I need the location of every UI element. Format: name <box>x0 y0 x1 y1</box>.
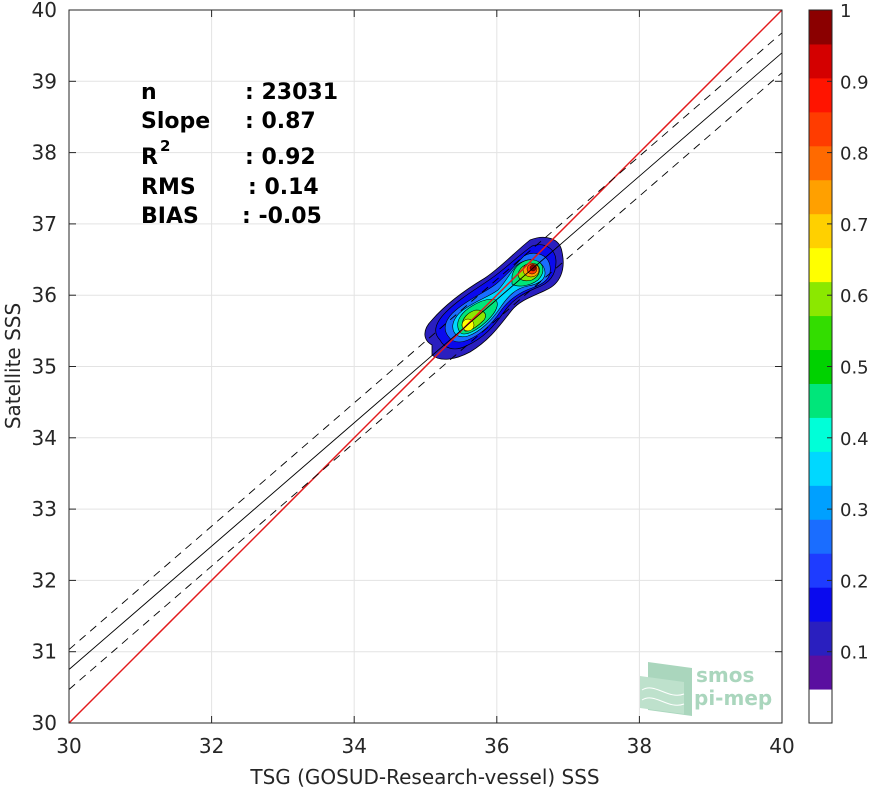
x-tick-label: 34 <box>341 734 366 758</box>
colorbar-tick-label: 0.8 <box>840 144 869 165</box>
x-axis-ticks: 30 32 34 36 38 40 <box>56 10 795 758</box>
y-tick-label: 32 <box>32 568 57 592</box>
identity-line <box>69 10 782 723</box>
colorbar-segment <box>809 655 832 690</box>
smos-pi-mep-logo: smos pi-mep <box>640 662 772 716</box>
stat-r2-label: R <box>141 145 158 170</box>
stat-rms-label: RMS <box>141 175 196 200</box>
y-tick-label: 31 <box>32 640 57 664</box>
stat-n-label: n <box>141 80 157 105</box>
y-tick-label: 33 <box>32 497 57 521</box>
stat-slope-value: : 0.87 <box>245 109 316 134</box>
colorbar-segment <box>809 689 832 724</box>
colorbar-segment <box>809 587 832 622</box>
y-tick-label: 34 <box>32 426 57 450</box>
y-axis-ticks: 30 31 32 33 34 35 36 37 38 39 40 <box>32 0 782 735</box>
colorbar-segment <box>809 111 832 147</box>
colorbar-tick-label: 0.3 <box>840 500 869 521</box>
y-tick-label: 30 <box>32 711 57 735</box>
stat-n-value: : 23031 <box>245 80 338 105</box>
stat-bias-label: BIAS <box>141 204 199 229</box>
y-tick-label: 38 <box>32 141 57 165</box>
y-axis-label: Satellite SSS <box>1 303 25 429</box>
colorbar-tick-label: 0.9 <box>840 72 869 93</box>
y-tick-label: 36 <box>32 283 57 307</box>
fit-upper-bound-line <box>69 32 782 650</box>
colorbar-tick-label: 0.2 <box>840 571 869 592</box>
colorbar-segment <box>809 247 832 283</box>
regression-lines <box>69 10 782 723</box>
fit-lower-bound-line <box>69 72 782 690</box>
x-tick-label: 30 <box>56 734 81 758</box>
stats-annotation: n : 23031 Slope : 0.87 R 2 : 0.92 RMS : … <box>141 80 338 229</box>
colorbar-segment <box>809 383 832 418</box>
colorbar-segment <box>809 77 832 113</box>
y-tick-label: 39 <box>32 69 57 93</box>
colorbar-segment <box>809 485 832 520</box>
stat-slope-label: Slope <box>141 109 210 134</box>
logo-text-pi-mep: pi-mep <box>694 686 772 710</box>
y-tick-label: 40 <box>32 0 57 22</box>
colorbar-tick-label: 0.5 <box>840 358 869 379</box>
stat-r2-value: : 0.92 <box>245 145 316 170</box>
colorbar-tick-label: 0.7 <box>840 215 869 236</box>
stat-r2-sup: 2 <box>160 137 170 155</box>
x-tick-label: 32 <box>199 734 224 758</box>
colorbar-segment <box>809 43 832 79</box>
y-tick-label: 35 <box>32 355 57 379</box>
colorbar-segment <box>809 519 832 554</box>
stat-bias-value: : -0.05 <box>242 204 322 229</box>
grid <box>68 9 783 724</box>
colorbar: 0.1 0.2 0.3 0.4 0.5 0.6 0.7 0.8 0.9 1 <box>808 1 869 724</box>
colorbar-tick-label: 0.1 <box>840 643 869 664</box>
colorbar-segment <box>809 213 832 249</box>
colorbar-segment <box>809 315 832 351</box>
colorbar-segment <box>809 621 832 656</box>
colorbar-segment <box>809 281 832 317</box>
colorbar-segment <box>809 553 832 588</box>
x-tick-label: 38 <box>627 734 652 758</box>
colorbar-segment <box>809 10 832 45</box>
fit-line <box>69 52 782 670</box>
y-tick-label: 37 <box>32 212 57 236</box>
colorbar-segment <box>809 179 832 215</box>
x-tick-label: 36 <box>484 734 509 758</box>
colorbar-segment <box>809 145 832 181</box>
colorbar-segment <box>809 451 832 486</box>
colorbar-tick-label: 0.4 <box>840 429 869 450</box>
logo-text-smos: smos <box>696 663 754 687</box>
stat-rms-value: : 0.14 <box>248 175 319 200</box>
colorbar-tick-label: 0.6 <box>840 286 869 307</box>
x-tick-label: 40 <box>769 734 794 758</box>
colorbar-segment <box>809 349 832 384</box>
colorbar-tick-label: 1 <box>840 1 851 22</box>
colorbar-segment <box>809 417 832 452</box>
logo-wave-icon <box>640 662 692 716</box>
x-axis-label: TSG (GOSUD-Research-vessel) SSS <box>249 765 599 789</box>
